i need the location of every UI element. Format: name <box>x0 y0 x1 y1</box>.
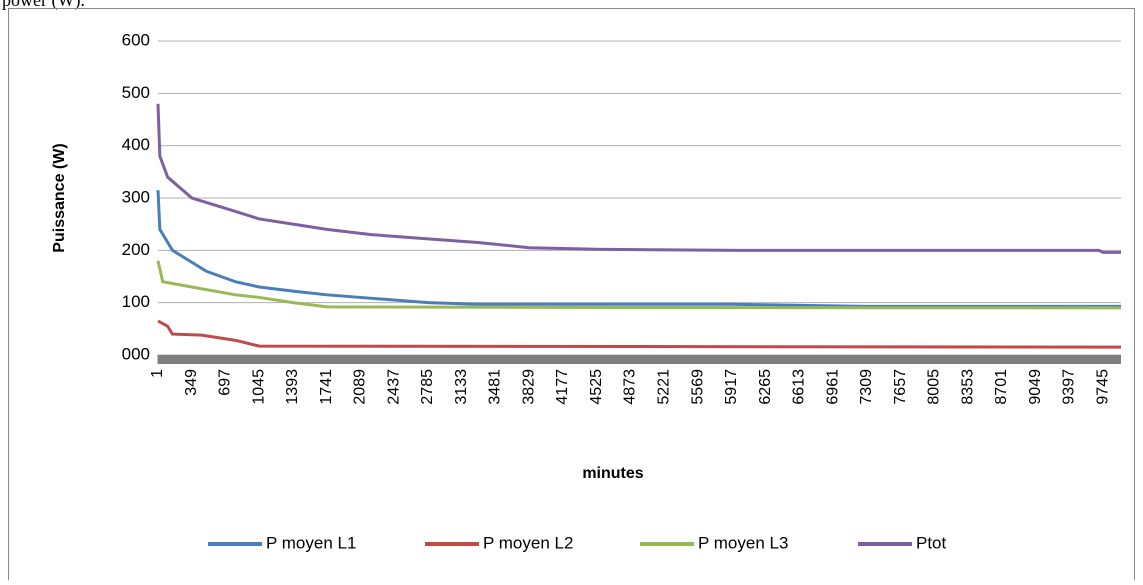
y-tick-label: 100 <box>122 292 150 311</box>
x-tick-label: 5221 <box>655 369 672 405</box>
y-tick-label: 200 <box>122 240 150 259</box>
x-tick-label: 1393 <box>284 369 301 405</box>
x-tick-label: 2437 <box>385 369 402 405</box>
y-tick-label: 300 <box>122 187 150 206</box>
x-tick-label: 9745 <box>1094 369 1111 405</box>
x-tick-label: 8701 <box>993 369 1010 405</box>
chart-frame <box>8 8 1135 585</box>
x-tick-label: 1045 <box>250 369 267 405</box>
series-line <box>157 319 1122 349</box>
legend-label: P moyen L1 <box>266 533 356 552</box>
y-tick-label: 500 <box>122 83 150 102</box>
x-tick-label: 7309 <box>858 369 875 405</box>
x-axis-bar <box>158 355 1121 364</box>
x-tick-label: 3829 <box>520 369 537 405</box>
x-tick-label: 6265 <box>757 369 774 405</box>
series-line <box>156 190 1121 308</box>
x-tick-label: 8353 <box>959 369 976 405</box>
x-tick-label: 1 <box>149 369 166 378</box>
x-tick-label: 5917 <box>723 369 740 405</box>
x-tick-label: 349 <box>183 369 200 396</box>
x-tick-label: 4177 <box>554 369 571 405</box>
legend-label: P moyen L3 <box>698 533 788 552</box>
x-tick-label: 4525 <box>588 369 605 405</box>
series-line <box>156 260 1122 310</box>
x-tick-label: 9049 <box>1027 369 1044 405</box>
x-tick-label: 6961 <box>824 369 841 405</box>
x-tick-label: 3133 <box>453 369 470 405</box>
x-tick-label: 7657 <box>892 369 909 405</box>
x-tick-label: 2785 <box>419 369 436 405</box>
x-tick-label: 1741 <box>318 369 335 405</box>
x-tick-label: 9397 <box>1061 369 1078 405</box>
legend-label: Ptot <box>916 533 947 552</box>
x-axis-label: minutes <box>582 465 643 482</box>
caption-fragment: power (W). <box>2 0 85 11</box>
legend-label: P moyen L2 <box>483 533 573 552</box>
x-tick-label: 6613 <box>791 369 808 405</box>
x-tick-label: 697 <box>217 369 234 396</box>
x-tick-label: 4873 <box>622 369 639 405</box>
y-tick-label: 000 <box>122 344 150 363</box>
x-tick-label: 8005 <box>926 369 943 405</box>
x-tick-label: 5569 <box>689 369 706 405</box>
series-line <box>156 103 1121 254</box>
x-tick-label: 3481 <box>487 369 504 405</box>
x-tick-label: 2089 <box>352 369 369 405</box>
y-axis-label: Puissance (W) <box>51 143 68 252</box>
y-tick-label: 600 <box>122 30 150 49</box>
y-tick-label: 400 <box>122 135 150 154</box>
